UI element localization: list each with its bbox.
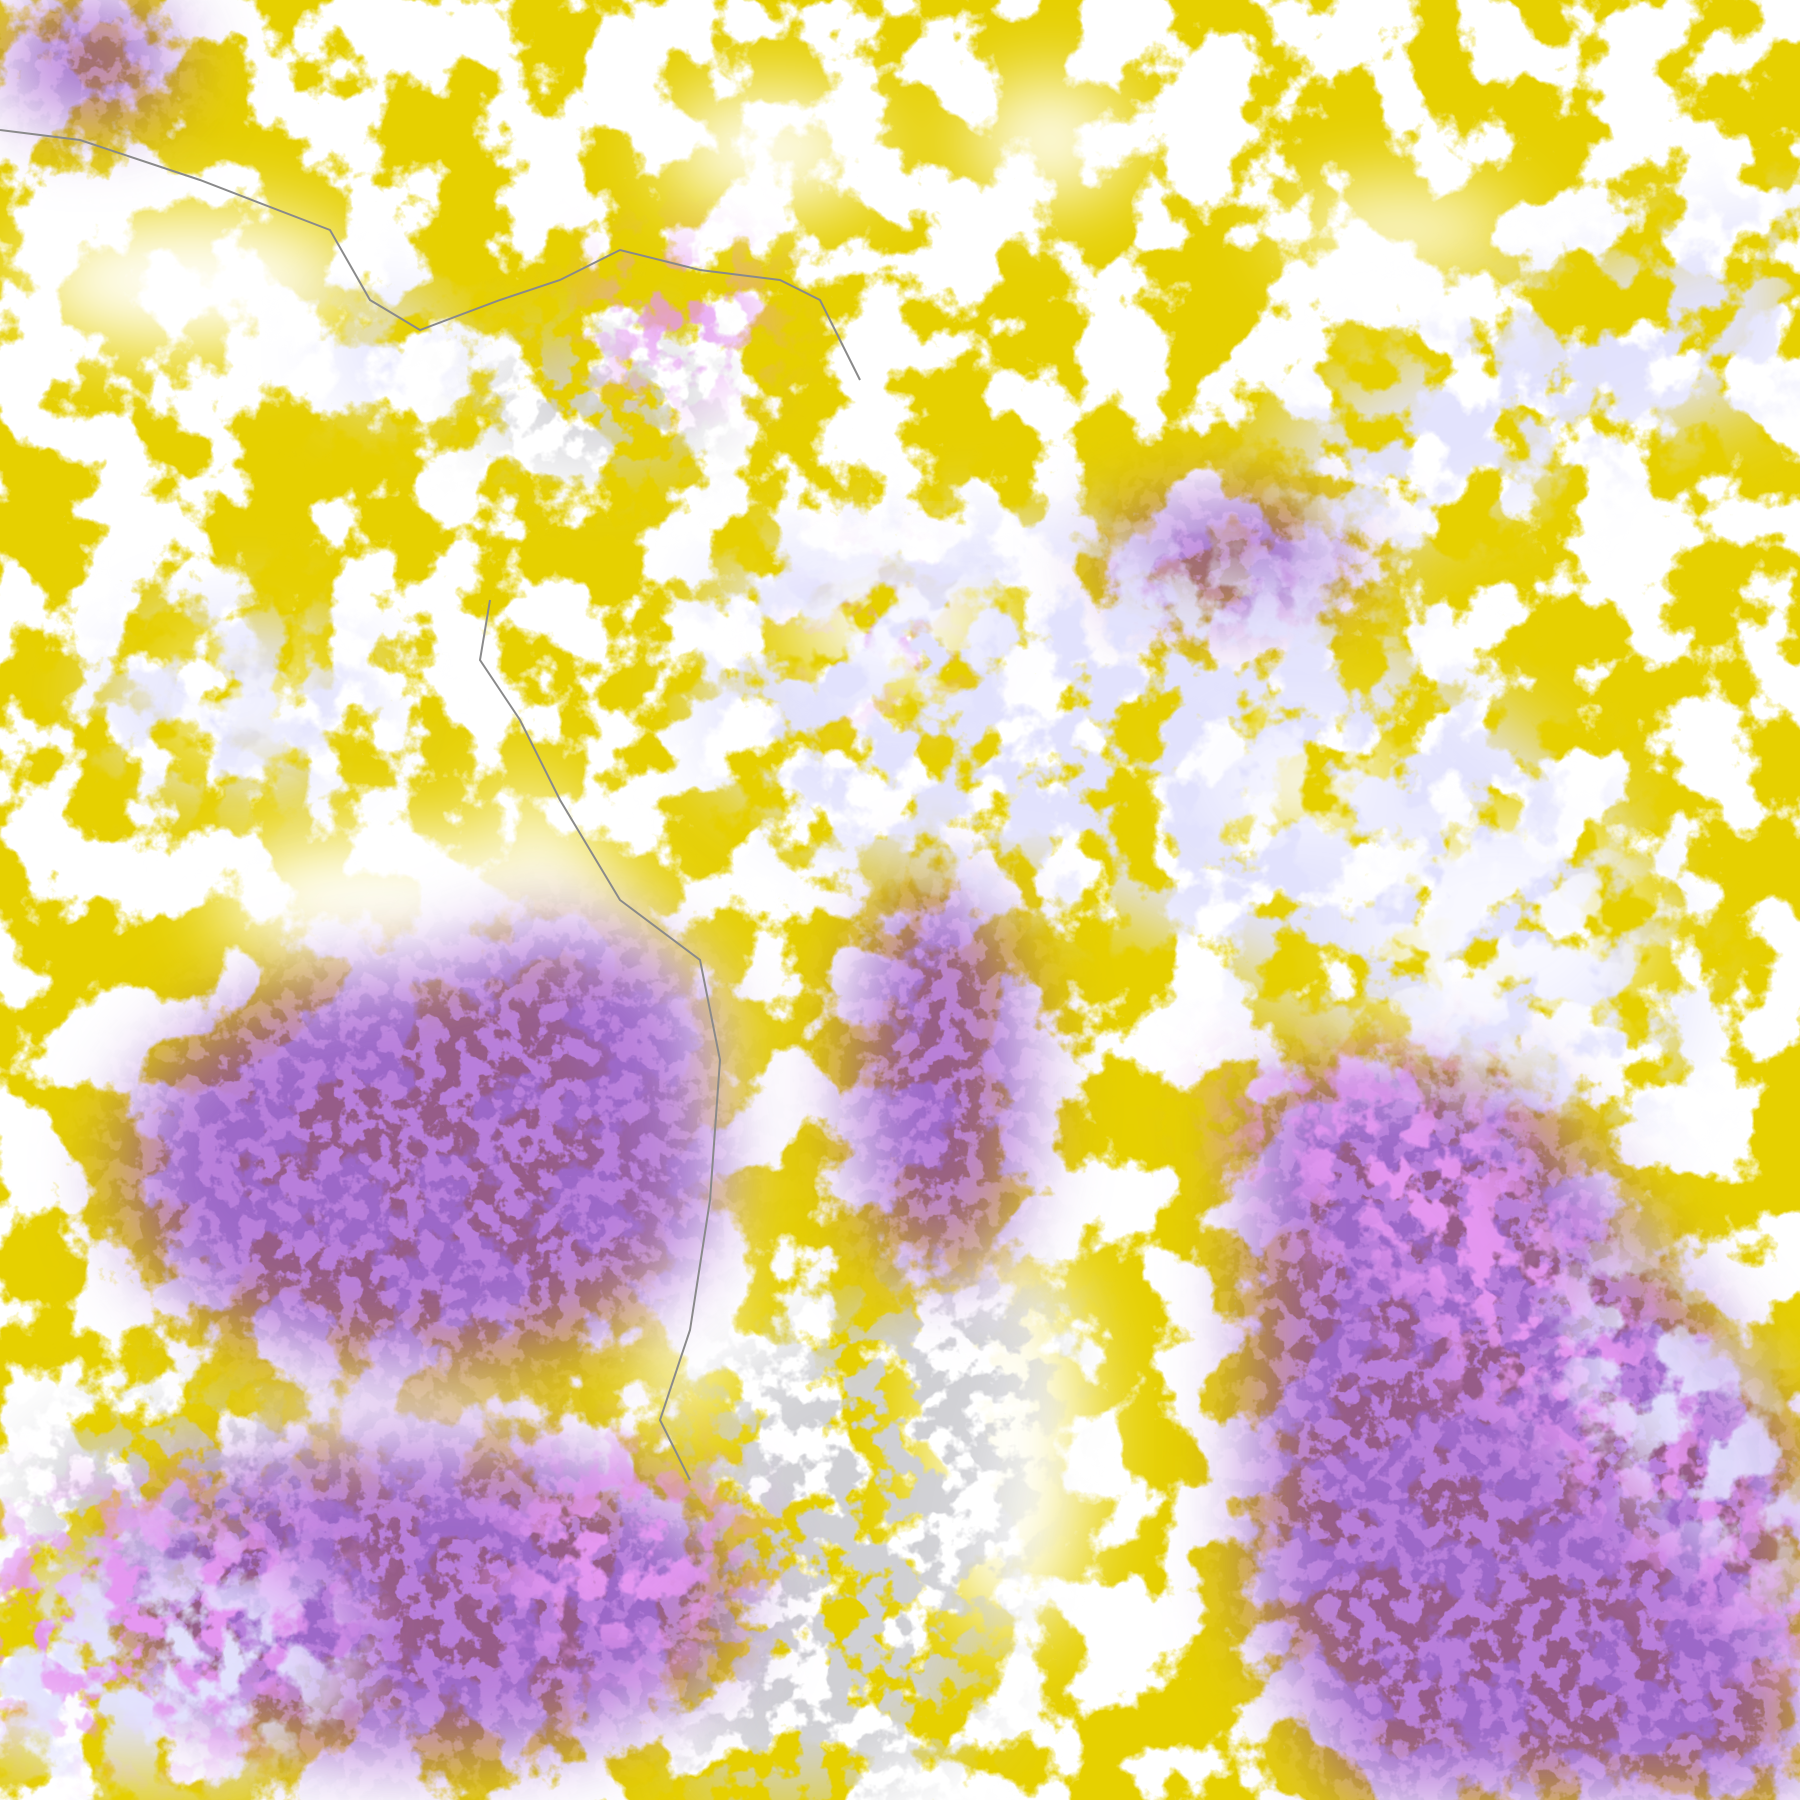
coastline: [0, 129, 861, 1481]
